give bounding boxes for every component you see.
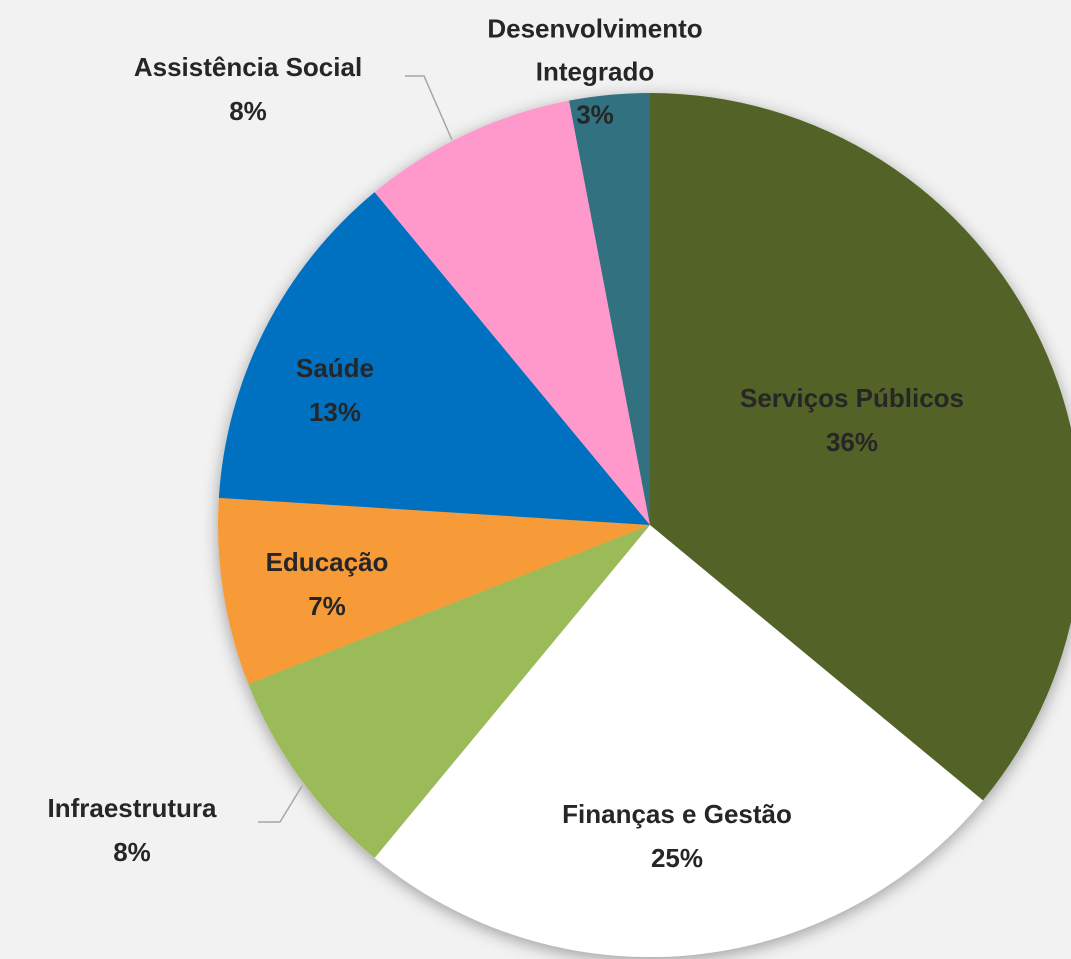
- slice: [374, 525, 983, 958]
- slice-label: Desenvolvimento Integrado 3%: [435, 8, 755, 137]
- slice-label: Infraestrutura 8%: [47, 786, 216, 874]
- value-label: 25%: [650, 843, 704, 873]
- value-label: 13%: [308, 397, 362, 427]
- value-label: 3%: [576, 99, 614, 130]
- category-label: Desenvolvimento Integrado: [487, 13, 703, 87]
- slice-label: Assistência Social 8%: [134, 45, 362, 133]
- pie: [218, 93, 1071, 958]
- value-label: 36%: [825, 427, 879, 457]
- slice: [650, 93, 1071, 801]
- slice: [374, 100, 650, 525]
- category-label: Infraestrutura: [47, 793, 217, 823]
- slice-label: Educação 7%: [266, 540, 389, 628]
- slice-label: Serviços Públicos 36%: [740, 376, 964, 464]
- slice-label: Saúde 13%: [296, 346, 374, 434]
- category-label: Serviços Públicos: [740, 383, 964, 413]
- category-label: Saúde: [295, 353, 375, 383]
- slice: [248, 525, 651, 858]
- category-label: Finanças e Gestão: [562, 799, 792, 829]
- value-label: 8%: [113, 837, 151, 867]
- category-label: Assistência Social: [133, 52, 363, 82]
- leader-line: [258, 785, 303, 823]
- category-label: Educação: [265, 547, 389, 577]
- slice: [218, 497, 650, 685]
- value-label: 8%: [229, 96, 267, 126]
- slice: [569, 93, 650, 525]
- value-label: 7%: [308, 591, 346, 621]
- slice: [218, 192, 650, 525]
- slice-label: Finanças e Gestão 25%: [562, 792, 792, 880]
- leader-line: [405, 75, 453, 141]
